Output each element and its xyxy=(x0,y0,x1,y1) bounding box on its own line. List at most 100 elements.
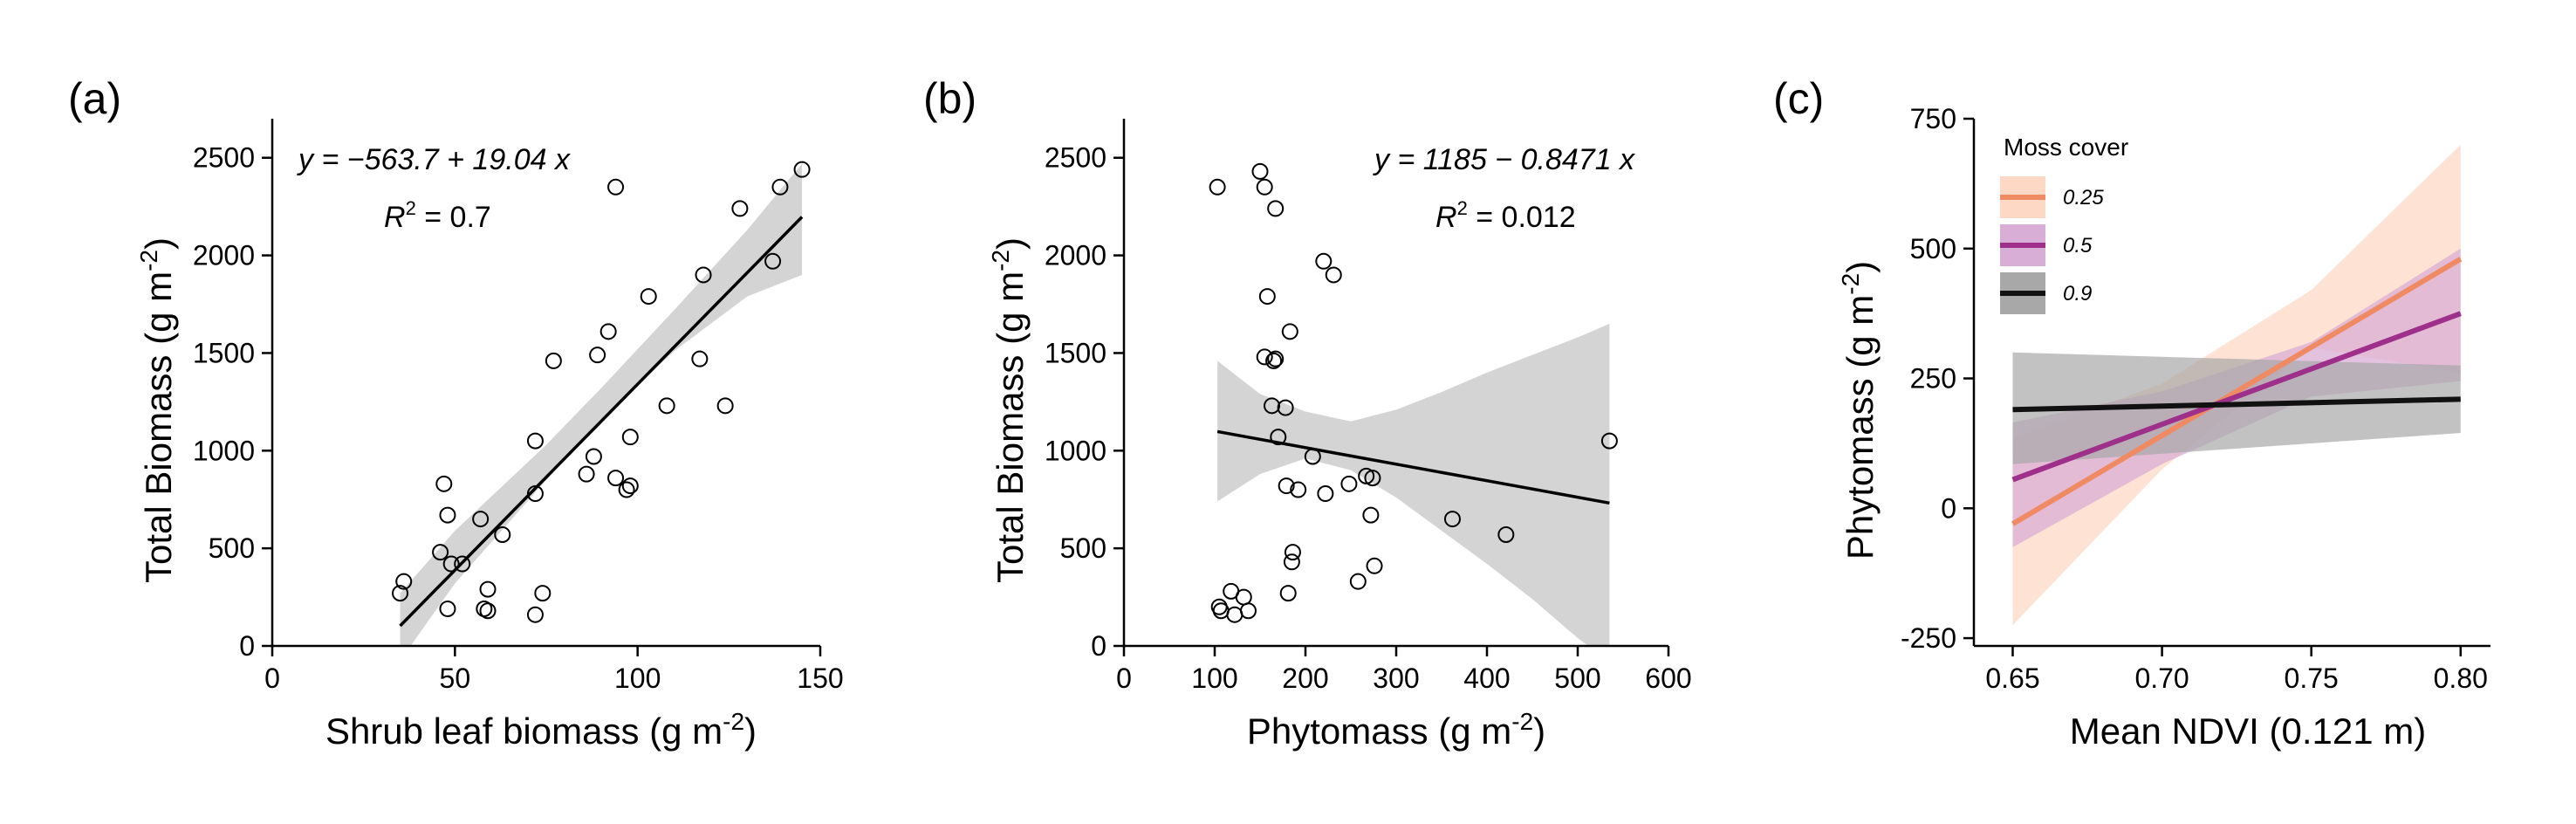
panel-c-x-axis-title: Mean NDVI (0.121 m) xyxy=(2070,711,2426,752)
panel-a-y-tick-label: 1500 xyxy=(193,337,255,368)
panel-b-data-point xyxy=(1284,544,1301,561)
panel-a-y-tick-label: 1000 xyxy=(193,435,255,466)
panel-a-data-point xyxy=(585,448,602,465)
line-moss-0.25 xyxy=(2011,257,2463,526)
legend-label-0.5: 0.5 xyxy=(2063,234,2093,258)
panel-b-data-point xyxy=(1358,467,1375,484)
panel-c-label: (c) xyxy=(1773,74,1824,123)
panel-b-data-point xyxy=(1315,252,1333,270)
line-moss-0.9 xyxy=(2012,396,2461,413)
panel-a-y-tick-label: 500 xyxy=(209,532,255,564)
panel-a-data-point xyxy=(731,200,749,217)
panel-b-fit-line xyxy=(1216,429,1610,505)
panel-b-data-point xyxy=(1209,178,1226,196)
panel-b-band-area xyxy=(1217,323,1610,646)
panel-b-x-tick-label: 200 xyxy=(1282,663,1328,694)
panel-a-data-point xyxy=(439,600,456,617)
panel-a-data-point xyxy=(392,585,409,602)
panel-a-x-tick-label: 50 xyxy=(440,663,471,694)
panel-b-data-point xyxy=(1239,602,1257,620)
panel-c-series-lines xyxy=(2011,257,2463,526)
panel-a-y-tick-label: 2000 xyxy=(193,240,255,271)
panel-c-x-tick-label: 0.65 xyxy=(1985,663,2039,694)
line-moss-0.5 xyxy=(2011,311,2462,483)
panel-a-y-tick-label: 0 xyxy=(239,630,255,662)
panel-a-data-point xyxy=(793,161,811,178)
panel-a-data-point xyxy=(599,323,617,340)
panel-b-data-point xyxy=(1340,475,1358,492)
panel-b-x-tick-label: 400 xyxy=(1463,663,1510,694)
panel-b-x-tick-label: 600 xyxy=(1645,663,1691,694)
panel-b-data-point xyxy=(1264,397,1281,415)
panel-a-data-point xyxy=(395,573,413,590)
panel-b-y-tick-label: 2500 xyxy=(1045,142,1106,174)
legend-title: Moss cover xyxy=(2004,134,2128,161)
panel-b-data-point xyxy=(1325,266,1342,284)
panel-a-y-tick-label: 2500 xyxy=(193,142,255,174)
panel-b-x-tick-label: 500 xyxy=(1554,663,1600,694)
panel-b-data-point xyxy=(1270,429,1287,446)
panel-c: (c) 0.65 0.70 0.75 0.80 -250 0 250 500 750 Moss … xyxy=(1773,74,2490,752)
panel-c-axes: 0.65 0.70 0.75 0.80 -250 0 250 500 750 xyxy=(1901,103,2490,694)
panel-c-y-tick-label: 750 xyxy=(1910,103,1956,134)
panel-a-data-point xyxy=(545,352,562,369)
panel-a-data-point xyxy=(435,475,453,492)
panel-b-data-point xyxy=(1281,323,1298,340)
panel-a-data-point xyxy=(716,397,734,415)
panel-b-data-point xyxy=(1290,481,1307,498)
panel-a-data-point xyxy=(578,465,595,483)
panel-b-confidence-band xyxy=(1217,323,1610,646)
panel-a-data-point xyxy=(607,470,625,487)
panel-b-data-point xyxy=(1265,352,1283,369)
panel-a-x-tick-label: 150 xyxy=(797,663,843,694)
panel-a-data-point xyxy=(454,555,471,573)
panel-a-data-point xyxy=(621,477,639,495)
panel-a-data-point xyxy=(432,544,449,561)
panel-b-x-tick-label: 0 xyxy=(1116,663,1132,694)
panel-b-r2: R2 = 0.012 xyxy=(1435,197,1576,234)
panel-a-data-point xyxy=(479,602,497,620)
panel-b-data-point xyxy=(1256,178,1273,196)
panel-b-x-tick-label: 100 xyxy=(1191,663,1237,694)
panel-a-data-point xyxy=(691,350,709,367)
panel-a-label: (a) xyxy=(68,74,121,123)
panel-a-data-point xyxy=(494,525,511,543)
panel-a-data-point xyxy=(695,266,712,284)
panel-b-data-point xyxy=(1497,525,1515,543)
panel-b-points xyxy=(1209,162,1618,623)
panel-a-fit-line xyxy=(399,216,804,628)
legend-items: 0.25 0.5 0.9 xyxy=(2000,176,2104,314)
panel-a-equation: y = −563.7 + 19.04 x xyxy=(297,143,571,176)
panel-c-confidence-bands xyxy=(2012,144,2461,626)
panel-b-data-point xyxy=(1267,200,1285,217)
panel-a-data-point xyxy=(589,347,606,364)
panel-c-y-tick-label: -250 xyxy=(1901,622,1956,654)
panel-b-data-point xyxy=(1277,399,1294,416)
panel-b-y-tick-label: 0 xyxy=(1091,630,1106,662)
panel-b-data-point xyxy=(1278,477,1295,495)
panel-b-y-tick-label: 500 xyxy=(1060,532,1106,564)
panel-c-y-tick-label: 250 xyxy=(1910,363,1956,395)
panel-b-x-tick-label: 300 xyxy=(1373,663,1419,694)
panel-c-y-tick-label: 500 xyxy=(1910,233,1956,264)
panel-a-r2: R2 = 0.7 xyxy=(384,197,491,234)
panel-b-data-point xyxy=(1267,350,1285,367)
panel-a-data-point xyxy=(607,178,625,196)
panel-a-data-point xyxy=(771,178,789,196)
panel-c-x-tick-label: 0.75 xyxy=(2285,663,2339,694)
panel-b-data-point xyxy=(1362,506,1380,524)
panel-c-x-tick-label: 0.70 xyxy=(2134,663,2189,694)
panel-b: (b) 0 100 200 300 400 500 600 0 500 1000 1500 2000 2… xyxy=(923,74,1692,752)
panel-a-data-point xyxy=(439,506,456,524)
panel-a-data-point xyxy=(479,580,497,598)
panel-b-data-point xyxy=(1364,470,1381,487)
panel-c-legend: Moss cover 0.25 0.5 0.9 xyxy=(2000,134,2128,314)
panel-a-data-point xyxy=(621,429,639,446)
panel-a-x-tick-label: 100 xyxy=(614,663,661,694)
panel-b-data-point xyxy=(1258,288,1276,306)
panel-b-data-point xyxy=(1349,573,1367,590)
panel-b-data-point xyxy=(1235,588,1252,606)
